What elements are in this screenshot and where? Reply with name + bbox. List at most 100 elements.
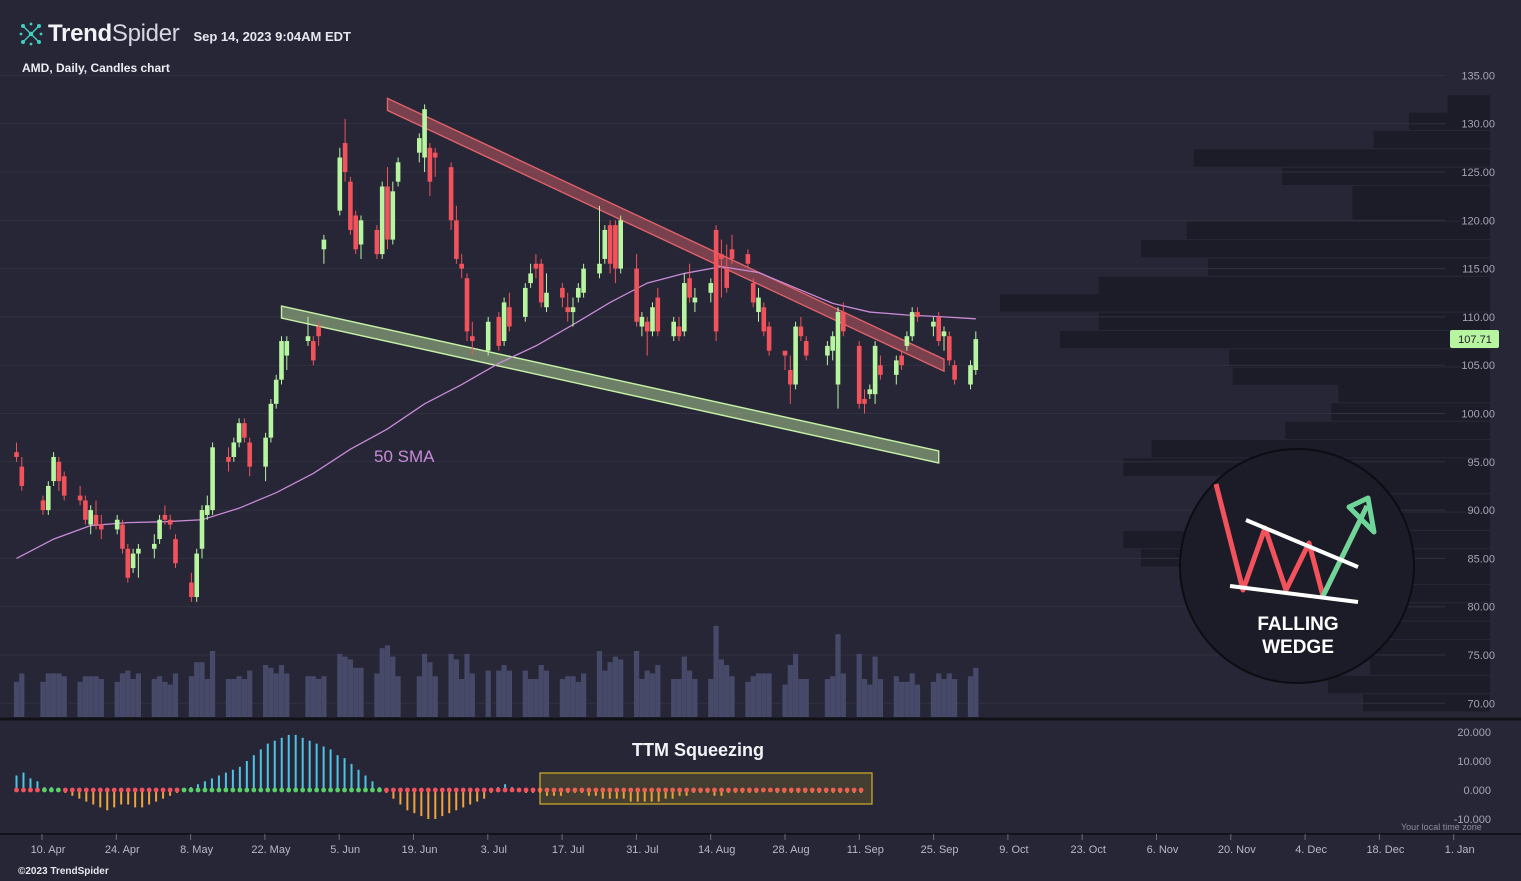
volume-profile-bar <box>1232 367 1490 385</box>
candle-body <box>687 278 692 298</box>
volume-bar <box>263 665 269 717</box>
volume-profile-bar <box>1338 385 1490 403</box>
squeeze-dot <box>600 787 606 793</box>
volume-bar <box>93 676 99 717</box>
volume-profile-bar <box>1352 186 1490 204</box>
volume-bar <box>893 676 899 717</box>
y-tick-label: 95.00 <box>1467 457 1495 469</box>
x-tick-label: 10. Apr <box>31 844 66 856</box>
squeeze-dot <box>265 787 271 793</box>
candle-body <box>231 442 237 457</box>
y-tick-label: 125.00 <box>1461 167 1495 179</box>
squeeze-dot <box>698 787 703 793</box>
squeeze-dot <box>558 787 564 793</box>
squeeze-dot <box>209 787 215 793</box>
squeeze-dot <box>188 787 194 793</box>
squeeze-dot <box>753 787 759 793</box>
candle-body <box>210 447 215 511</box>
volume-bar <box>538 665 544 717</box>
squeeze-dot <box>342 787 347 793</box>
volume-bar <box>284 673 290 717</box>
volume-bar <box>151 679 157 717</box>
volume-bar <box>909 673 915 717</box>
candle-body <box>205 505 210 515</box>
squeeze-label: TTM Squeezing <box>632 740 764 760</box>
candle-body <box>947 336 952 361</box>
squeeze-dot <box>760 787 766 793</box>
volume-bar <box>172 673 179 717</box>
volume-bar <box>384 645 391 717</box>
volume-bar <box>713 625 719 717</box>
squeeze-dot <box>307 787 313 793</box>
squeeze-dot <box>97 787 103 793</box>
squeeze-dot <box>356 787 361 793</box>
volume-bar <box>353 667 359 717</box>
volume-bar <box>310 676 316 717</box>
squeeze-dot <box>467 787 473 793</box>
osc-tick-label: 0.000 <box>1463 785 1491 797</box>
x-tick-label: 17. Jul <box>552 844 584 856</box>
volume-pane <box>0 625 1521 721</box>
volume-bar <box>501 665 507 717</box>
x-tick-label: 11. Sep <box>847 844 884 856</box>
candle-body <box>279 341 284 380</box>
squeeze-dot <box>740 787 745 793</box>
squeeze-dot <box>181 787 187 793</box>
squeeze-dot <box>844 787 850 793</box>
sma50-line <box>16 266 976 559</box>
candle-body <box>136 548 141 554</box>
volume-bar <box>485 670 491 717</box>
x-tick-label: 6. Nov <box>1147 844 1179 856</box>
y-tick-label: 135.00 <box>1461 70 1495 82</box>
volume-bar <box>469 673 475 717</box>
squeeze-dot <box>572 787 578 793</box>
squeeze-dot <box>62 787 68 793</box>
volume-bar <box>379 648 385 717</box>
volume-bar <box>247 670 253 717</box>
volume-bar <box>40 681 46 717</box>
candle-body <box>671 321 676 337</box>
last-price-tag <box>1450 330 1499 349</box>
volume-bar <box>649 673 656 717</box>
candle-body <box>501 302 507 342</box>
candle-body <box>766 326 772 351</box>
volume-profile-bar <box>1327 675 1490 694</box>
wedge-lower-line-icon <box>1229 584 1359 604</box>
volume-bar <box>347 659 353 717</box>
squeeze-dot <box>76 787 82 793</box>
squeeze-dot <box>691 787 696 793</box>
volume-bar <box>395 676 401 717</box>
volume-bar <box>543 670 550 717</box>
candle-body <box>719 254 724 259</box>
x-tick-label: 25. Sep <box>921 844 959 856</box>
volume-bar <box>358 667 364 717</box>
volume-bar <box>231 679 237 717</box>
candle-body <box>374 229 380 255</box>
squeeze-dot <box>509 787 515 793</box>
squeeze-dot <box>167 787 173 793</box>
candle-body <box>878 365 883 375</box>
volume-bar <box>930 681 936 717</box>
squeeze-dot <box>712 787 717 793</box>
squeeze-dot <box>216 787 222 793</box>
squeeze-dot <box>55 787 61 793</box>
x-tick-label: 1. Jan <box>1445 844 1475 856</box>
candle-body <box>634 268 639 322</box>
candle-body <box>835 312 841 385</box>
squeeze-dot <box>851 787 857 793</box>
upper-trendline <box>386 97 945 373</box>
candle-body <box>189 582 194 598</box>
volume-bar <box>861 679 868 717</box>
candle-body <box>533 263 539 269</box>
symbol-line: AMD, Daily, Candles chart <box>22 61 170 75</box>
volume-bar <box>135 673 141 717</box>
volume-bar <box>575 681 581 717</box>
candle-body <box>77 495 83 501</box>
volume-bar <box>941 679 947 717</box>
breakout-arrowhead-icon <box>1346 495 1377 535</box>
squeeze-dot <box>663 787 669 793</box>
volume-bar <box>199 662 205 717</box>
volume-bar <box>522 670 528 717</box>
y-tick-label: 85.00 <box>1467 553 1495 565</box>
